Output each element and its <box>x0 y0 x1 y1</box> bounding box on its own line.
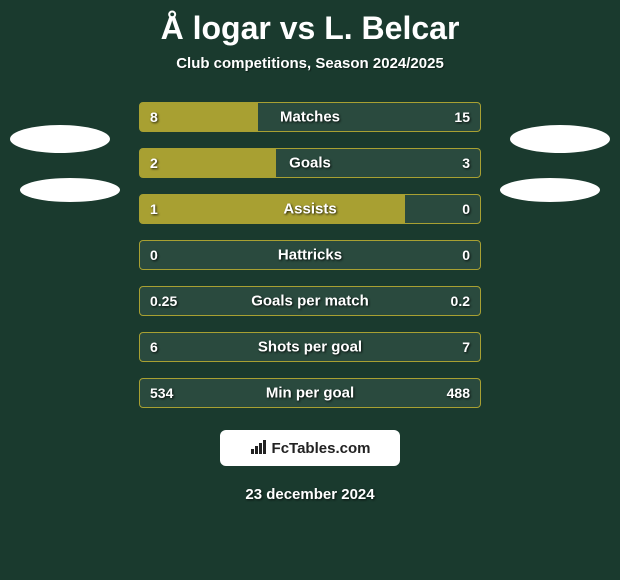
stat-value-right: 0 <box>462 201 470 217</box>
stat-value-left: 1 <box>150 201 158 217</box>
stat-value-right: 488 <box>447 385 470 401</box>
footer-date: 23 december 2024 <box>0 486 620 503</box>
stat-value-left: 6 <box>150 339 158 355</box>
stat-value-right: 7 <box>462 339 470 355</box>
stat-value-right: 15 <box>454 109 470 125</box>
stat-value-right: 0.2 <box>451 293 470 309</box>
player-left-avatar <box>10 125 110 153</box>
season-subtitle: Club competitions, Season 2024/2025 <box>0 55 620 72</box>
brand-text: FcTables.com <box>272 440 371 457</box>
stat-label: Min per goal <box>140 385 480 402</box>
stat-value-left: 0.25 <box>150 293 177 309</box>
stat-value-left: 2 <box>150 155 158 171</box>
stat-row-goals: 2 Goals 3 <box>139 148 481 178</box>
player-right-avatar <box>510 125 610 153</box>
stat-label: Hattricks <box>140 247 480 264</box>
stat-fill-left <box>140 195 405 223</box>
stat-fill-left <box>140 149 276 177</box>
stats-bars: 8 Matches 15 2 Goals 3 1 Assists 0 0 Hat… <box>139 102 481 408</box>
stat-value-left: 8 <box>150 109 158 125</box>
comparison-title: Å logar vs L. Belcar <box>0 0 620 47</box>
stat-row-hattricks: 0 Hattricks 0 <box>139 240 481 270</box>
stat-row-shots-per-goal: 6 Shots per goal 7 <box>139 332 481 362</box>
stat-row-min-per-goal: 534 Min per goal 488 <box>139 378 481 408</box>
stat-value-right: 0 <box>462 247 470 263</box>
stat-label: Goals per match <box>140 293 480 310</box>
stat-value-right: 3 <box>462 155 470 171</box>
stat-value-left: 0 <box>150 247 158 263</box>
brand-badge[interactable]: FcTables.com <box>220 430 400 466</box>
brand-icon <box>250 437 268 460</box>
player-left-avatar-2 <box>20 178 120 202</box>
player-right-avatar-2 <box>500 178 600 202</box>
stat-label: Shots per goal <box>140 339 480 356</box>
stat-value-left: 534 <box>150 385 173 401</box>
stat-row-matches: 8 Matches 15 <box>139 102 481 132</box>
stat-row-goals-per-match: 0.25 Goals per match 0.2 <box>139 286 481 316</box>
stat-row-assists: 1 Assists 0 <box>139 194 481 224</box>
